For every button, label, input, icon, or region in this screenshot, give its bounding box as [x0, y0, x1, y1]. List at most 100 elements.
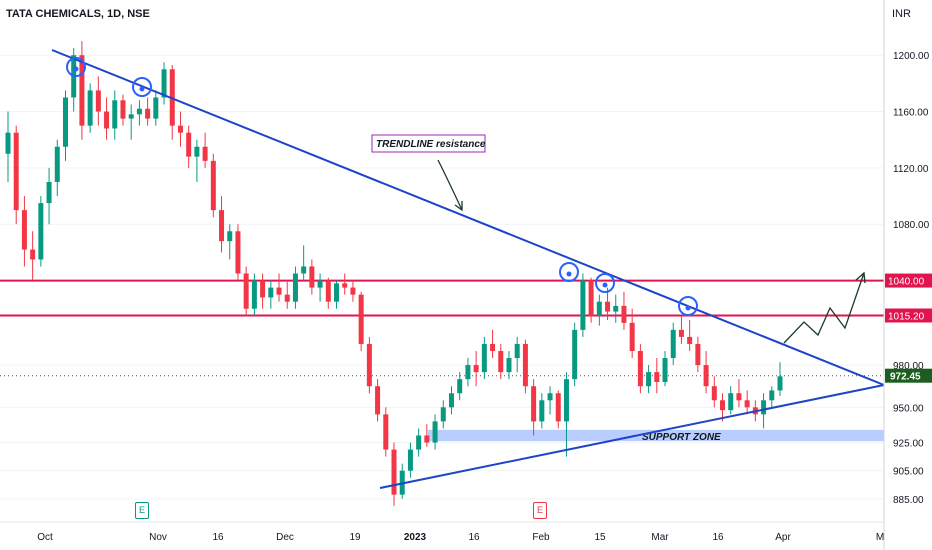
- x-tick-label: 16: [212, 532, 224, 543]
- chart-title: TATA CHEMICALS, 1D, NSE: [6, 8, 150, 20]
- candle-body: [104, 111, 110, 129]
- projection-path: [783, 272, 865, 344]
- candle-body: [457, 379, 463, 394]
- pivot-circle: [66, 57, 86, 77]
- candle-body: [243, 273, 249, 309]
- candle-body: [186, 132, 192, 157]
- candle-body: [366, 343, 372, 387]
- candle-body: [761, 400, 767, 415]
- candle-body: [325, 280, 331, 302]
- x-tick-label: Oct: [37, 532, 53, 543]
- candle-body: [62, 97, 68, 147]
- candle-body: [54, 146, 60, 182]
- pivot-circle: [132, 77, 152, 97]
- resistance-levels: [0, 279, 884, 377]
- support-zone: SUPPORT ZONE: [428, 429, 884, 443]
- y-tick-label: 980.00: [893, 361, 924, 372]
- candle-body: [276, 287, 282, 295]
- candle-body: [736, 393, 742, 401]
- x-tick-label: Dec: [276, 532, 294, 543]
- candle-body: [465, 365, 471, 380]
- support-zone-band: [428, 429, 884, 442]
- last-price-tag: [885, 368, 932, 383]
- candle-body: [391, 449, 397, 495]
- candle-body: [424, 435, 430, 443]
- candle-body: [654, 372, 660, 382]
- candle-body: [522, 343, 528, 387]
- candle-body: [301, 266, 307, 274]
- x-tick-label: 16: [712, 532, 724, 543]
- pivot-dot: [139, 86, 145, 92]
- candle-body: [251, 280, 257, 309]
- candle-body: [416, 435, 422, 450]
- x-tick-label: Apr: [775, 532, 791, 543]
- candle-body: [769, 390, 775, 401]
- candle-body: [539, 400, 545, 422]
- candle-body: [646, 372, 652, 387]
- candle-body: [145, 108, 151, 119]
- candle-body: [703, 365, 709, 387]
- candle-body: [432, 421, 438, 443]
- candle-body: [720, 400, 726, 411]
- level-tag: [885, 308, 932, 323]
- x-tick-label: Mar: [651, 532, 669, 543]
- candle-body: [358, 294, 364, 344]
- candle-body: [13, 132, 19, 211]
- candle-body: [383, 414, 389, 450]
- candle-body: [46, 181, 52, 204]
- candle-body: [498, 350, 504, 373]
- candle-body: [5, 132, 11, 154]
- candle-body: [128, 114, 134, 119]
- candle-body: [136, 108, 142, 115]
- level-tag-label: 1040.00: [888, 277, 925, 288]
- x-tick-label: Nov: [149, 532, 167, 543]
- annotation-arrow: [437, 159, 463, 211]
- candle-body: [777, 376, 783, 391]
- candle-body: [112, 100, 118, 129]
- candle-body: [744, 400, 750, 408]
- x-tick-label: 16: [468, 532, 480, 543]
- candle-body: [531, 386, 537, 422]
- candle-body: [506, 358, 512, 373]
- last-price-label: 972.45: [890, 372, 921, 383]
- earnings-event-badge[interactable]: E: [533, 502, 547, 519]
- trendline-label-box: [371, 134, 486, 153]
- pivot-dot: [566, 271, 572, 277]
- y-tick-label: 1200.00: [893, 51, 930, 62]
- currency-label: INR: [892, 8, 911, 20]
- support-zone-label: SUPPORT ZONE: [642, 432, 721, 443]
- candle-body: [375, 386, 381, 415]
- candle-body: [268, 287, 274, 298]
- candle-body: [202, 146, 208, 161]
- x-tick-label: 2023: [404, 532, 427, 543]
- trendline-resistance: [51, 49, 885, 386]
- candle-body: [605, 301, 611, 312]
- y-tick-label: 885.00: [893, 495, 924, 506]
- x-tick-label: Feb: [532, 532, 550, 543]
- y-tick-label: 1160.00: [893, 108, 929, 119]
- level-tag-label: 1015.20: [888, 311, 925, 322]
- candle-body: [547, 393, 553, 401]
- candle-body: [350, 287, 356, 295]
- time-axis: Oct Nov 16 Dec 19 2023 16 Feb 15 Mar 16 Apr M: [0, 521, 884, 543]
- pivot-circle: [678, 296, 698, 316]
- candle-body: [95, 90, 101, 112]
- candle-body: [284, 294, 290, 302]
- candle-body: [210, 160, 216, 211]
- candle-body: [613, 305, 619, 312]
- candle-body: [629, 322, 635, 351]
- pivot-dot: [602, 282, 608, 288]
- earnings-event-badge[interactable]: E: [135, 502, 149, 519]
- candle-body: [79, 55, 85, 126]
- x-tick-label: M: [876, 532, 884, 543]
- candle-body: [711, 386, 717, 401]
- candle-body: [227, 231, 233, 242]
- candle-body: [30, 249, 36, 260]
- candle-body: [292, 273, 298, 302]
- y-tick-label: 905.00: [893, 467, 924, 478]
- y-tick-label: 950.00: [893, 403, 924, 414]
- candle-body: [473, 365, 479, 373]
- candle-body: [260, 280, 266, 298]
- candle-body: [588, 280, 594, 316]
